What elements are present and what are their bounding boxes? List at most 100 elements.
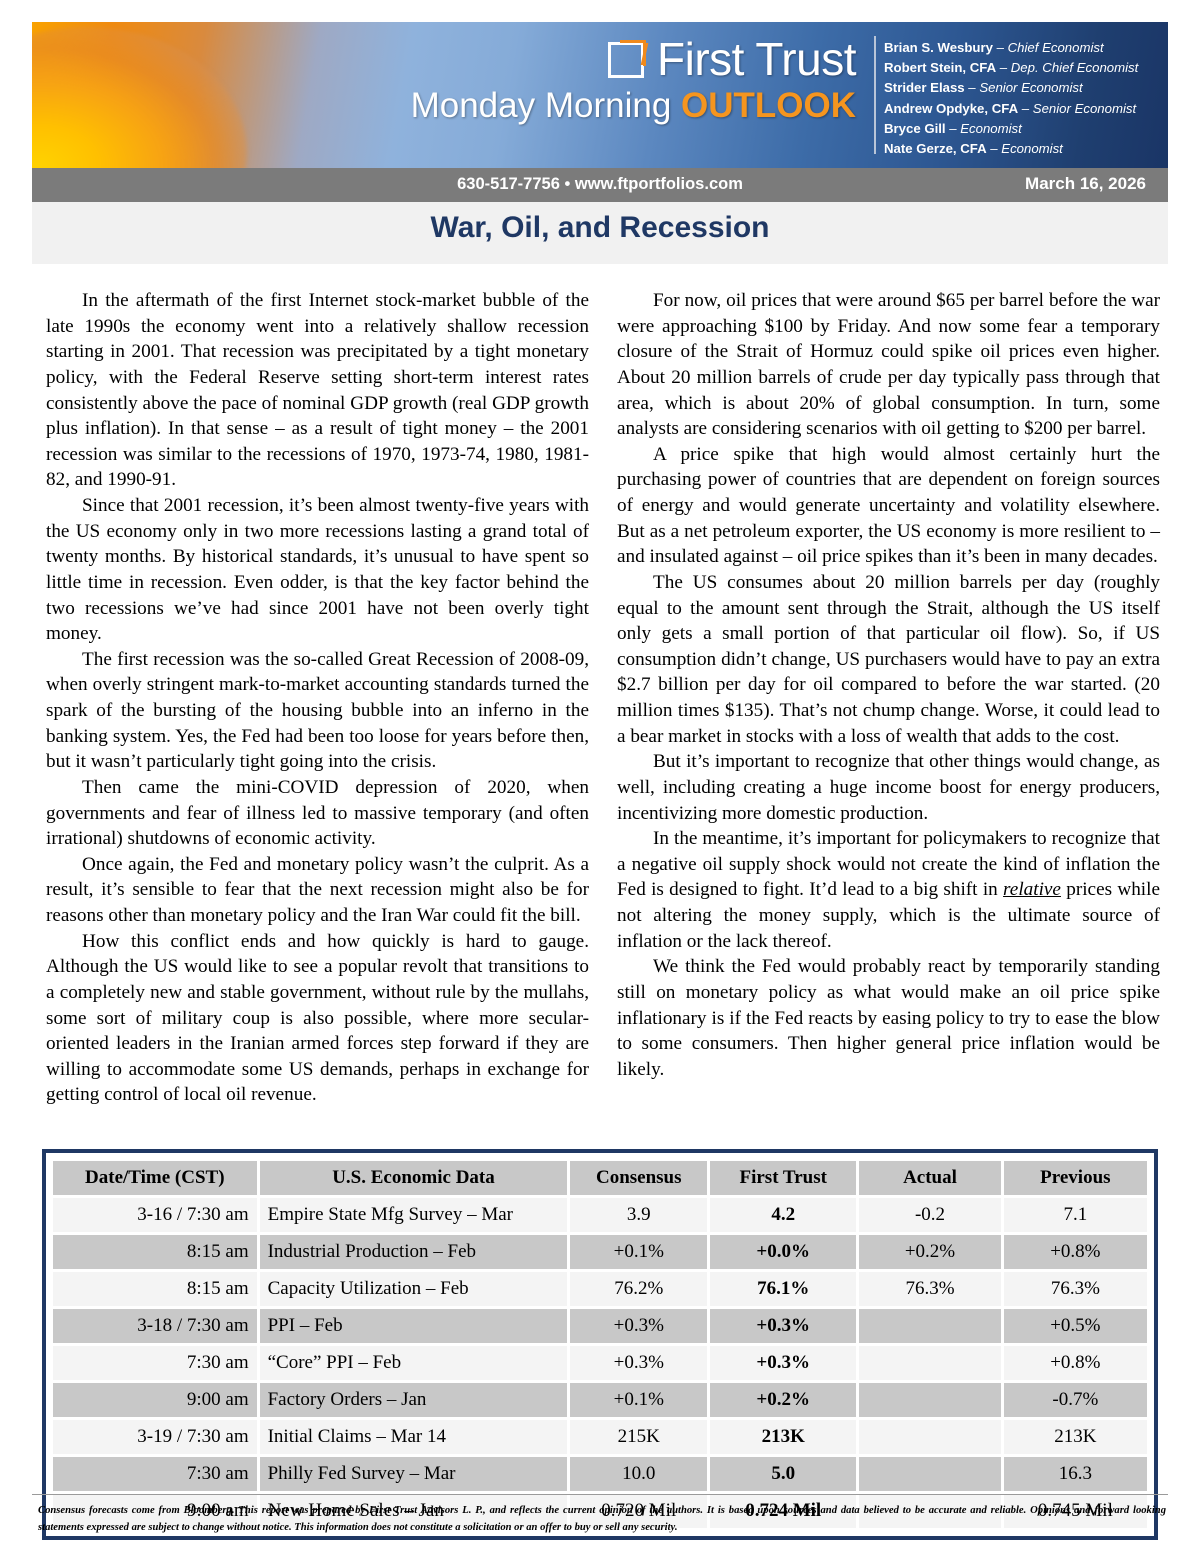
table-row: 7:30 am Philly Fed Survey – Mar 10.0 5.0 16…: [53, 1457, 1147, 1491]
table-cell-actual: [859, 1346, 1001, 1380]
paragraph: Once again, the Fed and monetary policy …: [46, 853, 589, 926]
table-cell-first-trust: 76.1%: [710, 1272, 857, 1306]
table-column-header: First Trust: [710, 1161, 857, 1195]
economist-dash: –: [1018, 100, 1033, 116]
paragraph: The first recession was the so-called Gr…: [46, 648, 589, 773]
paragraph-text-tail: prices while not altering the money supp…: [617, 879, 1160, 952]
economist-title: Dep. Chief Economist: [1010, 60, 1139, 76]
publication-date: March 16, 2026: [1025, 174, 1146, 193]
table-cell-actual: [859, 1383, 1001, 1417]
table-cell-previous: -0.7%: [1003, 1383, 1147, 1417]
economist-dash: –: [992, 40, 1008, 55]
header-divider: [874, 36, 876, 154]
table-column-header: Previous: [1003, 1161, 1147, 1195]
economist-title: Economist: [960, 120, 1022, 136]
table-cell-date: 7:30 am: [53, 1346, 257, 1380]
table-cell-date: 8:15 am: [53, 1235, 257, 1269]
table-row: 3-16 / 7:30 am Empire State Mfg Survey – …: [53, 1198, 1147, 1232]
economist-name: Brian S. Wesbury: [884, 40, 993, 55]
table-cell-name: New Home Sales – Jan: [259, 1494, 568, 1528]
sunburst-graphic: [32, 27, 247, 168]
table-cell-previous: 16.3: [1003, 1457, 1147, 1491]
economist-entry: Nate Gerze, CFA – Economist: [884, 139, 1146, 159]
economist-entry: Strider Elass – Senior Economist: [884, 78, 1146, 98]
table-column-header: Date/Time (CST): [53, 1161, 257, 1195]
table-cell-date: 3-16 / 7:30 am: [53, 1198, 257, 1232]
table-row: 3-19 / 7:30 am Initial Claims – Mar 14 215…: [53, 1420, 1147, 1454]
table-cell-previous: 7.1: [1003, 1198, 1147, 1232]
brand-block: First Trust Monday Morning OUTLOOK: [336, 33, 857, 125]
footer-divider: [32, 1494, 1168, 1495]
table-cell-date: 8:15 am: [53, 1272, 257, 1306]
table-row: 8:15 am Industrial Production – Feb +0.1% +…: [53, 1235, 1147, 1269]
table-column-header: Actual: [859, 1161, 1001, 1195]
table-cell-actual: [859, 1420, 1001, 1454]
economist-name: Bryce Gill: [884, 120, 946, 136]
table-cell-consensus: +0.1%: [570, 1383, 708, 1417]
table-cell-date: 7:30 am: [53, 1457, 257, 1491]
economic-data-table: Date/Time (CST) U.S. Economic Data Consens…: [50, 1158, 1150, 1531]
table-cell-date: 3-19 / 7:30 am: [53, 1420, 257, 1454]
table-cell-name: Factory Orders – Jan: [259, 1383, 568, 1417]
economist-entry: Andrew Opdyke, CFA – Senior Economist: [884, 99, 1146, 119]
table-cell-first-trust: +0.2%: [710, 1383, 857, 1417]
table-cell-previous: +0.8%: [1003, 1346, 1147, 1380]
paragraph-text: In the meantime, it’s important for poli…: [617, 828, 1160, 901]
emphasis-relative: relative: [1003, 879, 1061, 901]
table-cell-consensus: 0.720 Mil: [570, 1494, 708, 1528]
table-row: 8:15 am Capacity Utilization – Feb 76.2% 76…: [53, 1272, 1147, 1306]
paragraph: We think the Fed would probably react by…: [617, 956, 1160, 1080]
table-row: 3-18 / 7:30 am PPI – Feb +0.3% +0.3% +0.5%: [53, 1309, 1147, 1343]
table-cell-previous: 0.745 Mil: [1003, 1494, 1147, 1528]
table-cell-actual: +0.2%: [859, 1235, 1001, 1269]
paragraph: Then came the mini-COVID depression of 2…: [46, 776, 589, 850]
table-column-header: U.S. Economic Data: [259, 1161, 568, 1195]
header-banner: First Trust Monday Morning OUTLOOK Brian…: [32, 22, 1168, 168]
table-cell-first-trust: 0.724 Mil: [710, 1494, 857, 1528]
title-bar: War, Oil, and Recession: [32, 202, 1168, 264]
table-cell-first-trust: +0.3%: [710, 1346, 857, 1380]
table-cell-name: PPI – Feb: [259, 1309, 568, 1343]
publication-title-prefix: Monday Morning: [410, 86, 682, 125]
publication-title: Monday Morning OUTLOOK: [336, 86, 856, 125]
table-cell-name: Philly Fed Survey – Mar: [259, 1457, 568, 1491]
table-cell-first-trust: 5.0: [710, 1457, 857, 1491]
table-row: 7:30 am “Core” PPI – Feb +0.3% +0.3% +0.8%: [53, 1346, 1147, 1380]
paragraph: But it’s important to recognize that oth…: [617, 751, 1160, 824]
article-body: In the aftermath of the first Internet s…: [46, 288, 1160, 1108]
economist-list: Brian S. Wesbury – Chief Economist Robert…: [884, 38, 1146, 159]
table-cell-actual: [859, 1309, 1001, 1343]
table-cell-actual: [859, 1494, 1001, 1528]
table-cell-date: 3-18 / 7:30 am: [53, 1309, 257, 1343]
table-cell-actual: 76.3%: [859, 1272, 1001, 1306]
first-trust-logo-icon: [606, 40, 649, 82]
economist-name: Robert Stein, CFA: [884, 60, 997, 76]
brand-name: First Trust: [657, 33, 856, 85]
table-cell-first-trust: 4.2: [710, 1198, 857, 1232]
table-cell-name: Empire State Mfg Survey – Mar: [259, 1198, 568, 1232]
publication-title-accent: OUTLOOK: [681, 86, 856, 125]
economist-dash: –: [945, 120, 961, 136]
paragraph: How this conflict ends and how quickly i…: [46, 930, 589, 1106]
table-cell-name: Initial Claims – Mar 14: [259, 1420, 568, 1454]
table-cell-consensus: 10.0: [570, 1457, 708, 1491]
table-cell-name: Industrial Production – Feb: [259, 1235, 568, 1269]
table-cell-previous: 76.3%: [1003, 1272, 1147, 1306]
economist-name: Nate Gerze, CFA: [884, 140, 987, 156]
table-row: 9:00 am New Home Sales – Jan 0.720 Mil 0.72…: [53, 1494, 1147, 1528]
table-cell-consensus: +0.1%: [570, 1235, 708, 1269]
table-header-row: Date/Time (CST) U.S. Economic Data Consens…: [53, 1161, 1147, 1195]
economist-dash: –: [964, 80, 980, 96]
paragraph: The US consumes about 20 million barrels…: [617, 571, 1160, 747]
table-cell-date: 9:00 am: [53, 1383, 257, 1417]
paragraph: A price spike that high would almost cer…: [617, 443, 1160, 568]
table-cell-consensus: +0.3%: [570, 1309, 708, 1343]
contact-phone-website[interactable]: 630-517-7756 • www.ftportfolios.com: [457, 175, 743, 193]
paragraph: In the meantime, it’s important for poli…: [617, 826, 1160, 954]
table-cell-first-trust: +0.3%: [710, 1309, 857, 1343]
economic-data-table-container: Date/Time (CST) U.S. Economic Data Consens…: [42, 1149, 1158, 1540]
economist-title: Senior Economist: [979, 80, 1083, 96]
economist-title: Senior Economist: [1032, 100, 1137, 116]
table-cell-actual: -0.2: [859, 1198, 1001, 1232]
